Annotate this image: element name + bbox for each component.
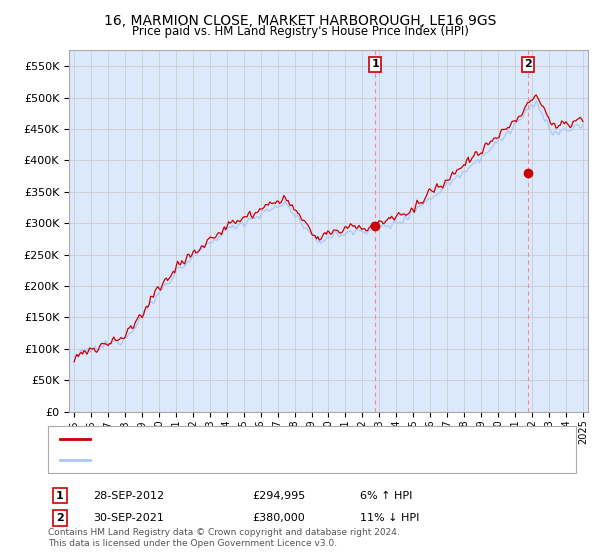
Text: 30-SEP-2021: 30-SEP-2021 (93, 513, 164, 523)
Text: HPI: Average price, detached house, Harborough: HPI: Average price, detached house, Harb… (96, 455, 351, 465)
Text: 11% ↓ HPI: 11% ↓ HPI (360, 513, 419, 523)
Text: Price paid vs. HM Land Registry's House Price Index (HPI): Price paid vs. HM Land Registry's House … (131, 25, 469, 38)
Text: 1: 1 (56, 491, 64, 501)
Text: 2: 2 (524, 59, 532, 69)
Text: 6% ↑ HPI: 6% ↑ HPI (360, 491, 412, 501)
Text: 2: 2 (56, 513, 64, 523)
Text: Contains HM Land Registry data © Crown copyright and database right 2024.
This d: Contains HM Land Registry data © Crown c… (48, 528, 400, 548)
Text: £380,000: £380,000 (252, 513, 305, 523)
Text: 16, MARMION CLOSE, MARKET HARBOROUGH, LE16 9GS (detached house): 16, MARMION CLOSE, MARKET HARBOROUGH, LE… (96, 434, 484, 444)
Text: 16, MARMION CLOSE, MARKET HARBOROUGH, LE16 9GS: 16, MARMION CLOSE, MARKET HARBOROUGH, LE… (104, 14, 496, 28)
Text: £294,995: £294,995 (252, 491, 305, 501)
Text: 1: 1 (371, 59, 379, 69)
Text: 28-SEP-2012: 28-SEP-2012 (93, 491, 164, 501)
